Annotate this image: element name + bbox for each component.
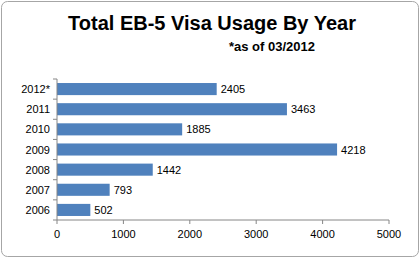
category-tick bbox=[53, 199, 57, 200]
category-tick bbox=[53, 119, 57, 120]
value-tick bbox=[57, 220, 58, 224]
category-tick bbox=[53, 139, 57, 140]
bars bbox=[57, 83, 337, 216]
category-axis bbox=[57, 79, 58, 220]
category-label: 2010 bbox=[26, 123, 50, 135]
chart-frame bbox=[2, 2, 419, 257]
category-label: 2011 bbox=[26, 103, 50, 115]
data-label: 502 bbox=[94, 204, 112, 216]
value-tick bbox=[256, 220, 257, 224]
category-label: 2006 bbox=[26, 204, 50, 216]
value-tick bbox=[322, 220, 323, 224]
title: Total EB-5 Visa Usage By Year bbox=[68, 12, 356, 34]
bar bbox=[57, 204, 90, 216]
bar bbox=[57, 143, 337, 155]
data-label: 4218 bbox=[341, 144, 365, 156]
value-axis bbox=[57, 220, 389, 221]
value-tick bbox=[123, 220, 124, 224]
data-label: 1442 bbox=[157, 164, 181, 176]
bar bbox=[57, 184, 110, 196]
value-tick-label: 5000 bbox=[377, 228, 401, 240]
chart-root: Total EB-5 Visa Usage By Year *as of 03/2… bbox=[0, 0, 420, 258]
value-tick-label: 0 bbox=[54, 228, 60, 240]
value-tick bbox=[189, 220, 190, 224]
category-tick bbox=[53, 179, 57, 180]
data-label: 3463 bbox=[291, 103, 315, 115]
bar bbox=[57, 123, 182, 135]
bar bbox=[57, 83, 217, 95]
category-label: 2007 bbox=[26, 184, 50, 196]
data-label: 793 bbox=[114, 184, 132, 196]
category-label: 2009 bbox=[26, 144, 50, 156]
value-tick-label: 1000 bbox=[111, 228, 135, 240]
value-tick bbox=[389, 220, 390, 224]
category-tick bbox=[53, 79, 57, 80]
value-tick-label: 3000 bbox=[244, 228, 268, 240]
subtitle: *as of 03/2012 bbox=[229, 39, 315, 54]
category-label: 2008 bbox=[26, 164, 50, 176]
value-tick-label: 2000 bbox=[178, 228, 202, 240]
bar bbox=[57, 164, 153, 176]
value-tick-label: 4000 bbox=[310, 228, 334, 240]
category-tick bbox=[53, 159, 57, 160]
bar bbox=[57, 103, 287, 115]
category-label: 2012* bbox=[21, 83, 50, 95]
category-tick bbox=[53, 99, 57, 100]
category-tick bbox=[53, 220, 57, 221]
data-label: 1885 bbox=[186, 123, 210, 135]
data-label: 2405 bbox=[221, 83, 245, 95]
chart-svg: Total EB-5 Visa Usage By Year *as of 03/2… bbox=[0, 0, 420, 258]
